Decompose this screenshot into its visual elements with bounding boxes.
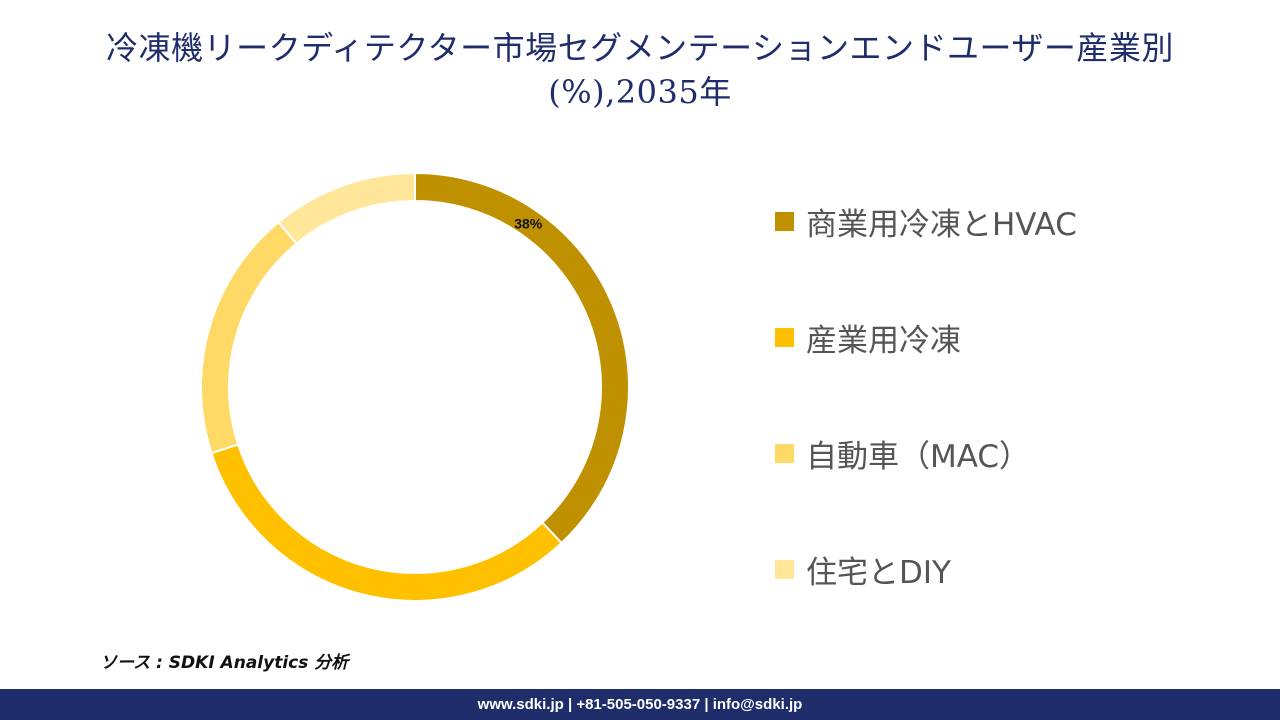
legend-item-2: 産業用冷凍 (775, 312, 961, 362)
legend-swatch-4 (775, 559, 794, 579)
donut-slice-3 (200, 220, 298, 455)
footer-contact: www.sdki.jp | +81-505-050-9337 | info@sd… (477, 696, 803, 713)
donut-slice-2 (210, 443, 563, 602)
source-note: ソース : SDKI Analytics 分析 (100, 653, 349, 673)
legend-label-1: 商業用冷凍とHVAC (806, 206, 1077, 243)
footer-bar: www.sdki.jp | +81-505-050-9337 | info@sd… (0, 689, 1280, 720)
legend-item-1: 商業用冷凍とHVAC (775, 196, 1077, 246)
donut-chart: 38% (200, 171, 630, 602)
legend-label-3: 自動車（MAC） (806, 438, 1031, 475)
data-label-1: 38% (514, 215, 543, 231)
legend-item-4: 住宅とDIY (775, 544, 951, 594)
chart-title: 冷凍機リークディテクター市場セグメンテーションエンドユーザー産業別(%),203… (106, 29, 1174, 111)
legend-swatch-3 (775, 443, 794, 463)
legend-label-2: 産業用冷凍 (806, 322, 961, 359)
legend-label-4: 住宅とDIY (806, 554, 951, 591)
legend-item-3: 自動車（MAC） (775, 428, 1030, 478)
legend-swatch-1 (775, 211, 794, 231)
donut-slice-4 (277, 171, 416, 246)
legend-swatch-2 (775, 327, 794, 347)
